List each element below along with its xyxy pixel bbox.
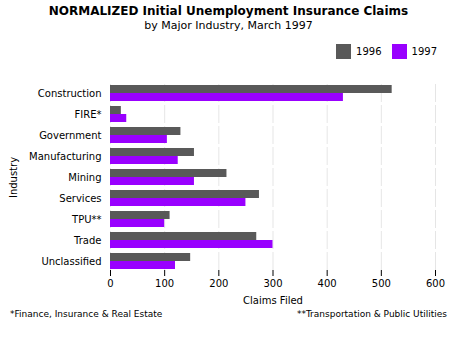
svg-text:500: 500 [372,278,391,289]
html-text:NORMALIZED Initial Unemploymen: NORMALIZED Initial Unemployment Insuranc… [48,4,409,18]
html-text:*Finance, Insurance & Real Est: *Finance, Insurance & Real Estate [10,309,163,319]
svg-text:FIRE*: FIRE* [75,109,102,120]
svg-text:Claims Filed: Claims Filed [243,295,303,306]
svg-text:Mining: Mining [68,172,101,183]
svg-text:400: 400 [318,278,337,289]
html-text:1997: 1997 [411,46,437,57]
svg-text:200: 200 [209,278,228,289]
svg-text:Trade: Trade [73,235,101,246]
svg-text:TPU**: TPU** [71,214,101,225]
svg-text:Government: Government [39,130,101,141]
svg-text:Manufacturing: Manufacturing [29,151,101,162]
svg-text:Services: Services [59,193,101,204]
svg-text:100: 100 [155,278,174,289]
html-text:**Transportation & Public Util: **Transportation & Public Utilities [296,309,447,319]
svg-text:300: 300 [263,278,282,289]
svg-text:0: 0 [107,278,113,289]
svg-text:Unclassified: Unclassified [41,256,101,267]
svg-text:600: 600 [426,278,445,289]
svg-text:Construction: Construction [38,88,102,99]
html-text:by Major Industry, March 1997: by Major Industry, March 1997 [144,19,313,32]
html-text:1996: 1996 [356,46,382,57]
svg-text:Industry: Industry [8,157,19,198]
